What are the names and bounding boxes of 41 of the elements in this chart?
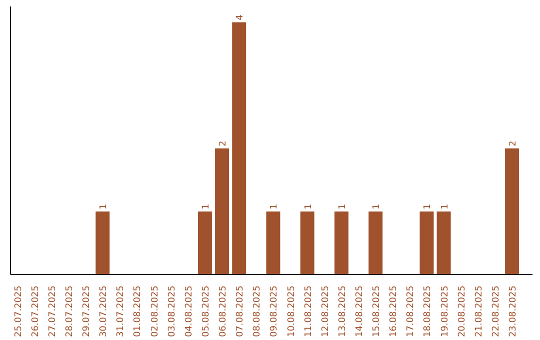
x-tick-label: 03.08.2025	[167, 286, 178, 338]
x-tick-label: 01.08.2025	[133, 286, 144, 338]
data-label: 1	[423, 204, 434, 210]
data-label: 4	[236, 14, 246, 20]
x-tick-label: 31.07.2025	[116, 286, 126, 338]
data-label: 1	[440, 204, 450, 210]
data-label: 1	[201, 204, 212, 210]
x-tick-label: 10.08.2025	[286, 286, 297, 338]
x-tick-label: 16.08.2025	[389, 286, 400, 338]
x-tick-label: 30.07.2025	[99, 286, 110, 338]
x-tick-label: 15.08.2025	[372, 286, 382, 338]
x-tick-label: 07.08.2025	[236, 286, 246, 338]
x-tick-label: 11.08.2025	[304, 286, 314, 338]
data-label: 1	[270, 204, 280, 210]
x-tick-label: 08.08.2025	[252, 286, 263, 338]
data-label: 1	[372, 204, 382, 210]
x-tick-label: 28.07.2025	[65, 286, 75, 338]
x-tick-label: 13.08.2025	[338, 286, 348, 338]
x-tick-label: 23.08.2025	[508, 286, 519, 338]
x-tick-label: 27.07.2025	[48, 286, 58, 338]
data-label: 1	[338, 204, 348, 210]
data-label: 1	[304, 204, 314, 210]
x-tick-label: 12.08.2025	[320, 286, 331, 338]
x-tick-label: 14.08.2025	[355, 286, 365, 338]
x-tick-label: 22.08.2025	[491, 286, 502, 338]
x-tick-label: 05.08.2025	[201, 286, 212, 338]
x-tick-label: 04.08.2025	[184, 286, 194, 338]
data-label: 2	[218, 140, 229, 146]
x-tick-label: 20.08.2025	[457, 286, 468, 338]
x-tick-label: 21.08.2025	[474, 286, 484, 338]
x-tick-label: 25.07.2025	[14, 286, 24, 338]
data-label: 1	[99, 204, 110, 210]
x-tick-label: 17.08.2025	[406, 286, 416, 338]
x-tick-label: 09.08.2025	[270, 286, 280, 338]
data-label: 2	[508, 140, 519, 146]
x-tick-label: 29.07.2025	[82, 286, 92, 338]
x-tick-label: 19.08.2025	[440, 286, 450, 338]
x-tick-label: 02.08.2025	[150, 286, 160, 338]
x-tick-label: 18.08.2025	[423, 286, 434, 338]
x-tick-label: 06.08.2025	[218, 286, 229, 338]
x-tick-label: 26.07.2025	[30, 286, 41, 338]
